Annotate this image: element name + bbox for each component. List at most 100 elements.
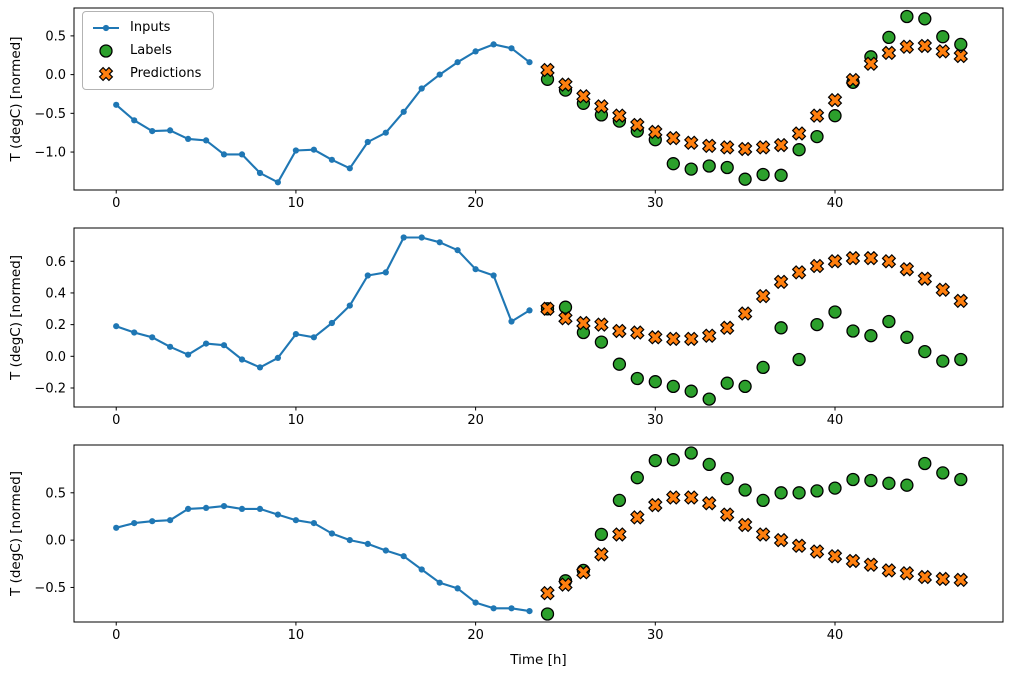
prediction-point (683, 135, 699, 151)
label-point (648, 375, 662, 389)
prediction-point (917, 569, 933, 585)
label-point (954, 472, 968, 487)
prediction-point (755, 527, 771, 542)
input-point (400, 553, 407, 560)
input-point (490, 272, 497, 279)
y-axis-label: T (degC) [normed] (8, 37, 24, 163)
label-point (882, 476, 896, 490)
label-point (900, 9, 914, 24)
label-point (630, 471, 644, 485)
legend-label-predictions: Predictions (130, 66, 202, 81)
input-point (238, 505, 246, 512)
label-point (954, 37, 968, 52)
prediction-point (791, 538, 807, 554)
prediction-point (773, 532, 789, 548)
label-point (648, 453, 662, 468)
legend-item-inputs: Inputs (91, 17, 201, 38)
label-point (756, 360, 770, 375)
label-point (666, 379, 680, 394)
labels-circle-marker-icon (91, 43, 121, 59)
prediction-point (791, 126, 807, 141)
x-tick-label: 10 (288, 628, 305, 643)
input-point (454, 59, 461, 66)
x-tick-label: 20 (467, 628, 484, 643)
input-point (328, 156, 335, 163)
prediction-point (845, 553, 861, 569)
input-point (167, 517, 174, 524)
input-point (526, 59, 533, 66)
label-point (720, 376, 734, 390)
y-axis-label: T (degC) [normed] (8, 471, 24, 597)
prediction-point (576, 565, 591, 580)
input-point (472, 48, 479, 55)
input-point (238, 151, 246, 158)
label-point (684, 446, 698, 460)
legend-label-inputs: Inputs (130, 20, 171, 35)
prediction-point (666, 130, 681, 146)
input-point (436, 71, 443, 78)
label-point (918, 456, 932, 471)
label-point (720, 471, 734, 486)
prediction-point (953, 48, 969, 64)
prediction-point (899, 261, 915, 277)
predictions-series (540, 490, 969, 601)
input-point (149, 128, 156, 135)
input-point (256, 169, 264, 177)
x-tick-label: 0 (112, 196, 120, 211)
prediction-point (648, 497, 663, 513)
x-tick-label: 30 (647, 196, 664, 211)
labels-series (540, 446, 968, 621)
prediction-point (594, 99, 609, 114)
label-point (810, 484, 824, 498)
label-point (702, 457, 716, 472)
prediction-point (737, 517, 753, 533)
y-tick-label: −0.2 (34, 381, 66, 396)
prediction-point (863, 56, 879, 72)
prediction-point (863, 557, 879, 572)
input-point (490, 41, 497, 48)
x-axis-label: Time [h] (509, 652, 566, 668)
prediction-point (576, 315, 591, 331)
legend-label-labels: Labels (130, 43, 172, 58)
prediction-point (809, 258, 825, 274)
label-point (702, 392, 716, 406)
predictions-x-marker-icon (91, 66, 121, 82)
input-point (382, 269, 389, 276)
input-point (526, 307, 533, 314)
input-point (274, 511, 281, 518)
prediction-point (953, 572, 969, 588)
input-point (310, 334, 317, 341)
prediction-point (737, 141, 753, 157)
input-point (310, 146, 317, 153)
input-point (400, 108, 407, 115)
input-point (292, 517, 299, 524)
prediction-point (576, 89, 591, 104)
label-point (630, 371, 644, 386)
y-tick-label: 0.2 (45, 318, 66, 333)
prediction-point (630, 325, 645, 340)
subplot-1: 0 10 20 30 40 0.5 0.0 −0.5 −1.0 T (degC) [normed] (8, 7, 1004, 211)
prediction-point (953, 293, 969, 309)
label-point (792, 352, 806, 367)
input-point (185, 135, 192, 142)
prediction-point (773, 137, 789, 153)
input-point (526, 608, 533, 615)
label-point (846, 324, 860, 338)
x-tick-label: 40 (827, 196, 844, 211)
label-point (684, 162, 698, 176)
legend-item-predictions: Predictions (91, 63, 201, 84)
input-point (113, 524, 120, 531)
prediction-point (683, 331, 699, 347)
input-point (346, 302, 353, 309)
y-tick-label: 0.0 (45, 534, 66, 549)
label-point (828, 305, 842, 319)
label-point (756, 493, 770, 508)
label-point (666, 453, 680, 467)
predictions-series (540, 250, 969, 347)
input-point (508, 318, 515, 325)
input-point (292, 331, 299, 338)
prediction-point (701, 328, 717, 343)
prediction-point (755, 288, 771, 304)
input-point (418, 566, 425, 573)
